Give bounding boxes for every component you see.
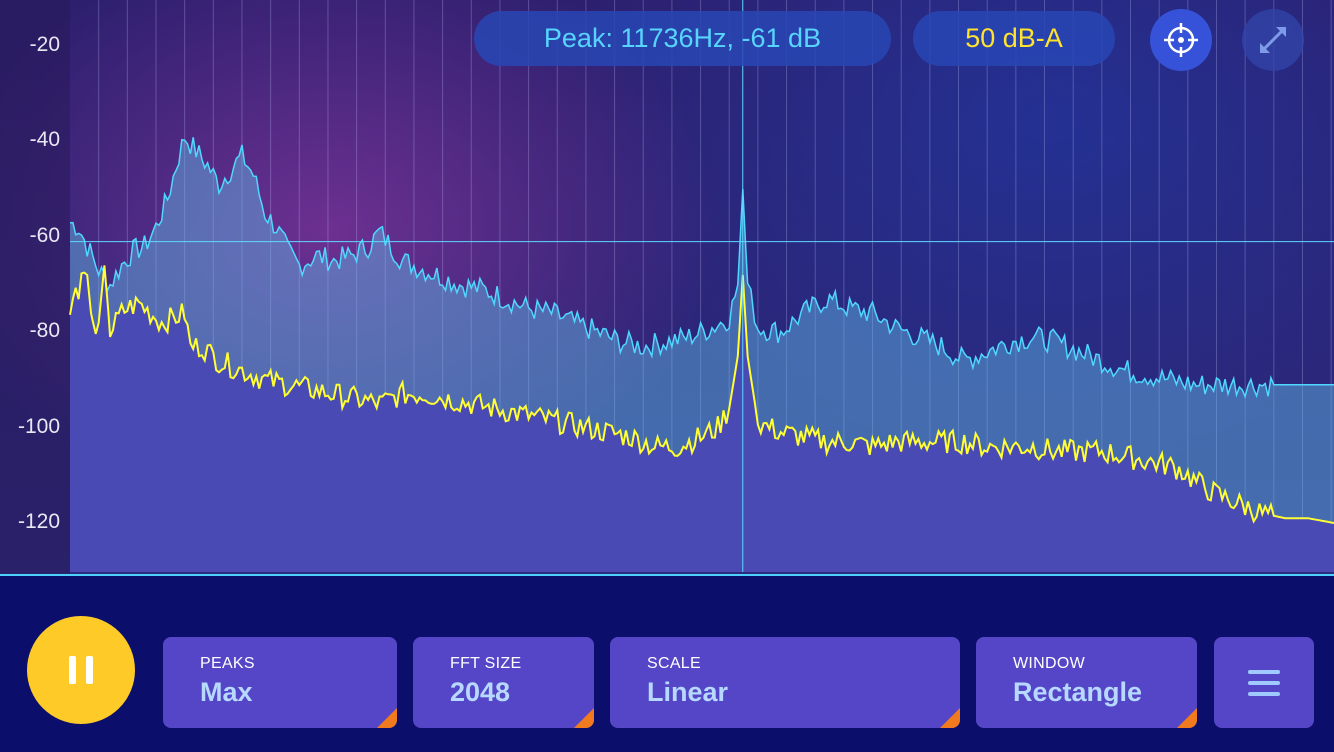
dropdown-corner-icon [1177,708,1197,728]
pause-button[interactable] [27,616,135,724]
peak-hold-line [69,137,1334,399]
spectrum-chart[interactable] [0,0,1334,574]
current-spectrum-area [70,265,1334,572]
window-label: WINDOW [1013,655,1086,672]
scale-label: SCALE [647,655,701,672]
level-readout: 50 dB-A [913,11,1115,66]
hamburger-menu-icon [1248,669,1280,696]
dropdown-corner-icon [574,708,594,728]
expand-button[interactable] [1242,9,1304,71]
y-tick-label: -120 [17,510,60,533]
current-spectrum-line [69,265,1334,524]
window-value: Rectangle [1013,677,1143,707]
y-tick-label: -60 [29,223,60,247]
peaks-label: PEAKS [200,655,255,672]
y-tick-label: -100 [17,414,60,438]
peak-readout: Peak: 11736Hz, -61 dB [474,11,891,66]
y-tick-label: -40 [29,128,60,152]
menu-button[interactable] [1214,637,1314,728]
peaks-setting-button[interactable]: PEAKS Max [163,637,397,728]
dropdown-corner-icon [940,708,960,728]
y-tick-label: -20 [29,33,60,56]
crosshair-icon [1164,23,1198,57]
fft-size-setting-button[interactable]: FFT SIZE 2048 [413,637,594,728]
pause-icon [69,656,93,684]
scale-value: Linear [647,677,729,707]
y-tick-label: -80 [29,319,60,343]
fft-size-value: 2048 [450,677,511,707]
dropdown-corner-icon [377,708,397,728]
y-axis-band [0,0,70,574]
scale-setting-button[interactable]: SCALE Linear [610,637,960,728]
peaks-value: Max [200,677,253,707]
window-setting-button[interactable]: WINDOW Rectangle [976,637,1197,728]
expand-diagonal-icon [1260,27,1286,53]
crosshair-button[interactable] [1150,9,1212,71]
fft-size-label: FFT SIZE [450,655,522,672]
